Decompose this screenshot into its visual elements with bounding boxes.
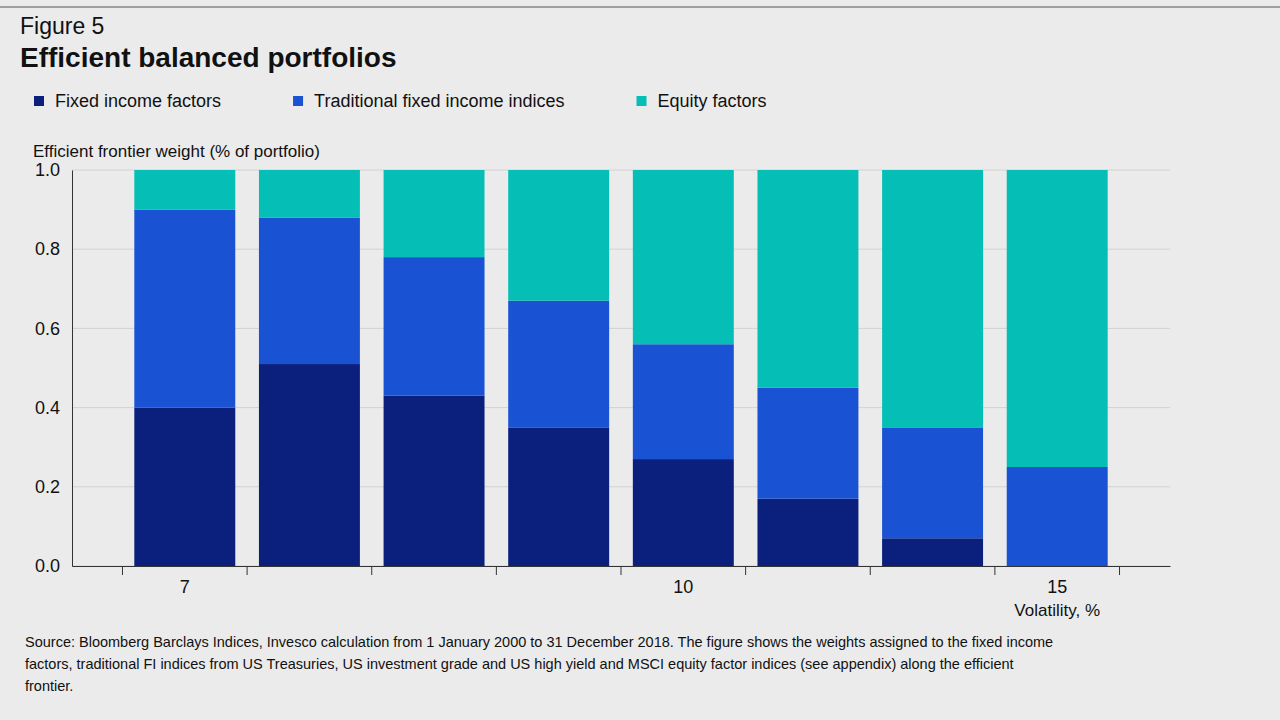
bar-segment xyxy=(1007,467,1108,566)
legend-swatch xyxy=(34,96,44,106)
x-boundary-tick xyxy=(496,566,497,575)
legend-swatch xyxy=(293,96,303,106)
bar-segment xyxy=(508,301,609,428)
chart: Figure 5 Efficient balanced portfolios Fix… xyxy=(0,0,1280,720)
x-boundary-tick xyxy=(247,566,248,575)
x-axis-title: Volatility, % xyxy=(1014,601,1100,620)
bar-segment xyxy=(757,388,858,499)
source-note: frontier. xyxy=(25,678,73,694)
bar-segment xyxy=(508,427,609,566)
bar-segment xyxy=(882,170,983,427)
source-note: Source: Bloomberg Barclays Indices, Inve… xyxy=(25,634,1053,650)
x-tick: 7 xyxy=(180,566,190,597)
x-boundary-tick xyxy=(994,566,995,575)
x-boundary-tick xyxy=(621,566,622,575)
y-tick: 1.0 xyxy=(35,160,72,180)
y-tick: 0.0 xyxy=(35,556,72,576)
figure-label: Figure 5 xyxy=(20,13,104,39)
grid-line xyxy=(72,486,1170,487)
legend: Fixed income factors Traditional fixed in… xyxy=(34,91,767,111)
bar-segment xyxy=(633,459,734,566)
grid-line xyxy=(72,407,1170,408)
x-boundary-tick xyxy=(371,566,372,575)
x-boundary-tick xyxy=(1119,566,1120,575)
x-tick-label: 7 xyxy=(180,577,190,597)
title: Efficient balanced portfolios xyxy=(20,42,396,73)
legend-swatch xyxy=(637,96,647,106)
y-tick: 0.2 xyxy=(35,477,72,497)
bar-segment xyxy=(633,344,734,459)
bar-segment xyxy=(384,396,485,566)
legend-item: Traditional fixed income indices xyxy=(293,91,564,111)
background xyxy=(0,0,1280,720)
x-boundary-ticks xyxy=(122,566,1119,575)
series xyxy=(134,170,1107,467)
legend-item: Equity factors xyxy=(637,91,767,111)
legend-label: Fixed income factors xyxy=(55,91,221,111)
bar-segment xyxy=(134,170,235,210)
y-tick: 0.4 xyxy=(35,398,72,418)
grid-line xyxy=(72,328,1170,329)
bar-segment xyxy=(508,170,609,301)
bar-segment xyxy=(259,218,360,365)
x-tick-label: 15 xyxy=(1047,577,1067,597)
bar-segment xyxy=(757,499,858,566)
y-axis-title: Efficient frontier weight (% of portfoli… xyxy=(33,142,320,161)
legend-item: Fixed income factors xyxy=(34,91,221,111)
bar-segment xyxy=(882,538,983,566)
x-tick-label: 10 xyxy=(673,577,693,597)
x-tick: 10 xyxy=(673,566,693,597)
top-rule xyxy=(0,7,1280,8)
bar-segment xyxy=(882,427,983,538)
bar-segment xyxy=(384,170,485,257)
legend-label: Traditional fixed income indices xyxy=(314,91,564,111)
x-boundary-tick xyxy=(122,566,123,575)
bar-segment xyxy=(134,408,235,566)
grid-line xyxy=(72,249,1170,250)
bar-segment xyxy=(633,170,734,344)
y-tick-label: 1.0 xyxy=(35,160,60,180)
y-tick-label: 0.4 xyxy=(35,398,60,418)
bar-segment xyxy=(757,170,858,388)
bar-segment xyxy=(259,364,360,566)
legend-label: Equity factors xyxy=(658,91,767,111)
x-axis: 7 10 15 xyxy=(73,566,1171,597)
bar-segment xyxy=(1007,170,1108,467)
x-boundary-tick xyxy=(870,566,871,575)
y-tick-label: 0.6 xyxy=(35,319,60,339)
bars xyxy=(134,170,1107,566)
grid xyxy=(72,170,1170,566)
y-tick: 0.6 xyxy=(35,319,72,339)
source-note: factors, traditional FI indices from US … xyxy=(25,656,1014,672)
y-tick-label: 0.8 xyxy=(35,239,60,259)
bar-segment xyxy=(384,257,485,396)
y-axis: 0.0 0.2 0.4 0.6 0.8 1.0 xyxy=(35,160,73,576)
y-tick-label: 0.2 xyxy=(35,477,60,497)
bar-segment xyxy=(134,210,235,408)
y-axis-line xyxy=(72,171,73,567)
bar-segment xyxy=(259,170,360,218)
y-tick-label: 0.0 xyxy=(35,556,60,576)
y-tick: 0.8 xyxy=(35,239,72,259)
x-boundary-tick xyxy=(745,566,746,575)
grid-line xyxy=(72,170,1170,171)
x-tick: 15 xyxy=(1047,566,1067,597)
